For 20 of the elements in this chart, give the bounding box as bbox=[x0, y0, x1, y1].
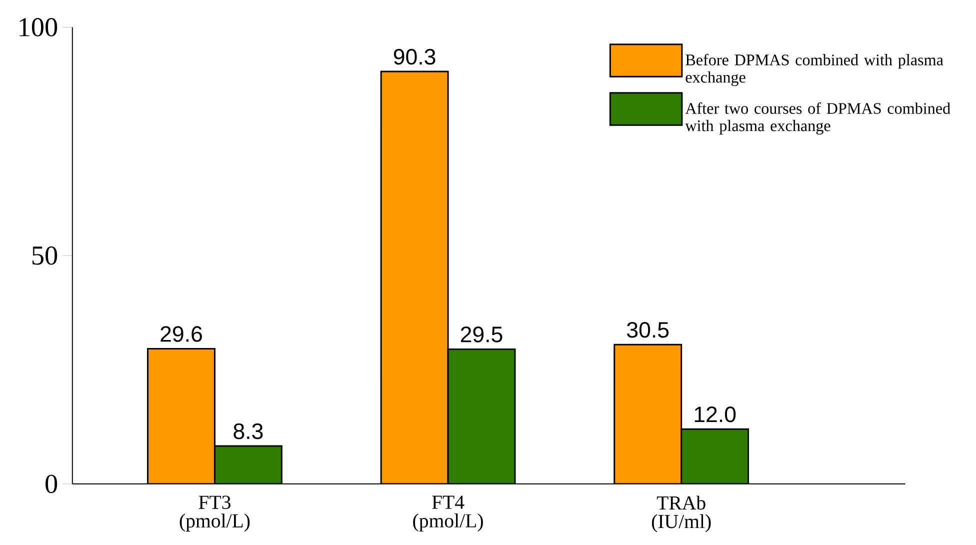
data-label: 12.0 bbox=[694, 406, 736, 422]
data-label: 29.5 bbox=[460, 326, 502, 343]
x-tick-label: TRAb (IU/ml) bbox=[652, 496, 711, 532]
y-tick-label: 100 bbox=[20, 18, 58, 37]
bar bbox=[214, 445, 282, 484]
bar bbox=[147, 348, 216, 484]
data-label: 29.6 bbox=[160, 326, 202, 342]
bar bbox=[447, 348, 516, 484]
bar bbox=[680, 428, 750, 484]
x-tick-label: FT4 (pmol/L) bbox=[413, 496, 483, 532]
y-tick-label: 50 bbox=[32, 246, 58, 265]
data-label: 90.3 bbox=[394, 49, 436, 65]
bar bbox=[380, 71, 449, 484]
data-label: 30.5 bbox=[627, 322, 669, 338]
y-tick-label: 0 bbox=[46, 474, 58, 494]
x-tick-label: FT3 (pmol/L) bbox=[180, 496, 250, 532]
data-label: 8.3 bbox=[234, 424, 263, 440]
legend-label: After two courses of DPMAS combined with plasma exchange bbox=[685, 102, 950, 135]
legend-label: Before DPMAS combined with plasma exchange bbox=[686, 54, 944, 86]
bar bbox=[614, 344, 682, 484]
